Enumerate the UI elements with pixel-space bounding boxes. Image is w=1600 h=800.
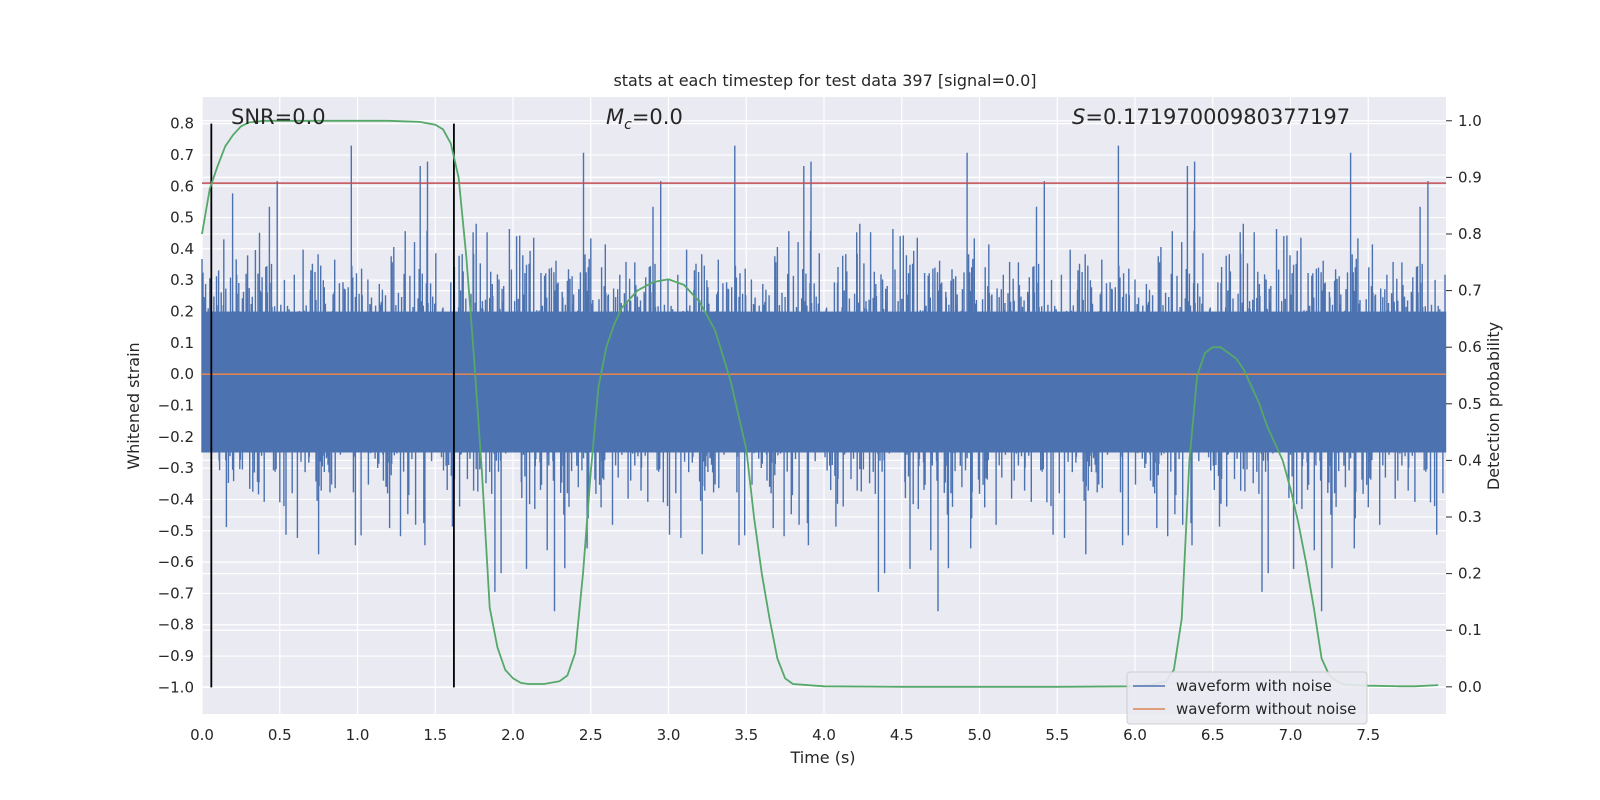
s-symbol: S — [1072, 105, 1085, 129]
y2-tick-label: 0.8 — [1458, 225, 1482, 243]
y-tick-label: −0.9 — [158, 647, 194, 665]
y-tick-label: 0.0 — [170, 365, 194, 383]
y2-tick-label: 0.4 — [1458, 451, 1482, 469]
legend-box — [1126, 671, 1368, 725]
x-tick-label: 1.5 — [423, 726, 447, 744]
s-annotation: S=0.17197000980377197 — [1072, 105, 1350, 129]
x-tick-label: 5.5 — [1045, 726, 1069, 744]
y2-tick-label: 0.0 — [1458, 678, 1482, 696]
y2-tick-label: 0.9 — [1458, 168, 1482, 186]
y-tick-label: 0.5 — [170, 209, 194, 227]
y-tick-label: −0.1 — [158, 397, 194, 415]
x-tick-label: 6.0 — [1123, 726, 1147, 744]
x-tick-label: 3.0 — [657, 726, 681, 744]
y2-tick-label: 0.3 — [1458, 508, 1482, 526]
y-tick-label: 0.8 — [170, 115, 194, 133]
x-tick-label: 1.0 — [346, 726, 370, 744]
x-axis-label: Time (s) — [789, 748, 855, 767]
x-tick-label: 2.5 — [579, 726, 603, 744]
chirp-mass-annotation: Mc=0.0 — [606, 105, 683, 133]
y-tick-label: 0.1 — [170, 334, 194, 352]
series-detection-probability — [201, 119, 1439, 688]
y-tick-label: 0.2 — [170, 303, 194, 321]
chart-title: stats at each timestep for test data 397… — [613, 71, 1036, 90]
x-tick-label: 5.0 — [968, 726, 992, 744]
x-tick-label: 2.0 — [501, 726, 525, 744]
y2-tick-label: 0.2 — [1458, 565, 1482, 583]
y2-tick-label: 1.0 — [1458, 112, 1482, 130]
legend-label-noise: waveform with noise — [1176, 677, 1332, 695]
chirp-mass-symbol: M — [606, 105, 624, 129]
y-tick-label: 0.7 — [170, 146, 194, 164]
chirp-mass-subscript: c — [624, 117, 632, 133]
detection-probability-line — [201, 119, 1439, 688]
x-tick-label: 4.5 — [890, 726, 914, 744]
legend-label-clean: waveform without noise — [1176, 700, 1356, 718]
x-tick-label: 7.0 — [1279, 726, 1303, 744]
y2-tick-label: 0.5 — [1458, 395, 1482, 413]
waveform-with-noise-line — [201, 145, 1447, 612]
x-tick-label: 0.0 — [190, 726, 214, 744]
legend: waveform with noise waveform without noi… — [1126, 671, 1368, 725]
s-value: =0.17197000980377197 — [1085, 105, 1350, 129]
x-tick-label: 0.5 — [268, 726, 292, 744]
x-tick-label: 6.5 — [1201, 726, 1225, 744]
y2-tick-label: 0.1 — [1458, 621, 1482, 639]
axis-ticks: 0.0 0.5 1.0 1.5 2.0 2.5 3.0 3.5 4.0 4.5 5.0 5.5 6.0 6… — [158, 112, 1482, 744]
y-axis-label: Whitened strain — [124, 342, 143, 469]
y2-axis-label: Detection probability — [1484, 322, 1503, 490]
y-tick-label: −0.8 — [158, 616, 194, 634]
y-tick-label: −0.3 — [158, 459, 194, 477]
x-tick-label: 7.5 — [1356, 726, 1380, 744]
chirp-mass-value: =0.0 — [632, 105, 683, 129]
y-tick-label: −0.4 — [158, 490, 194, 508]
y-tick-label: −0.5 — [158, 522, 194, 540]
snr-annotation: SNR=0.0 — [231, 105, 326, 129]
y2-tick-label: 0.7 — [1458, 282, 1482, 300]
x-tick-label: 4.0 — [812, 726, 836, 744]
y-tick-label: 0.6 — [170, 177, 194, 195]
y-tick-label: −0.2 — [158, 428, 194, 446]
x-tick-label: 3.5 — [734, 726, 758, 744]
series-waveform-with-noise — [201, 145, 1447, 612]
reference-lines — [202, 123, 1446, 688]
y-tick-label: −0.7 — [158, 584, 194, 602]
y-tick-label: 0.4 — [170, 240, 194, 258]
y-tick-label: −0.6 — [158, 553, 194, 571]
y2-tick-label: 0.6 — [1458, 338, 1482, 356]
y-tick-label: −1.0 — [158, 678, 194, 696]
y-tick-label: 0.3 — [170, 271, 194, 289]
